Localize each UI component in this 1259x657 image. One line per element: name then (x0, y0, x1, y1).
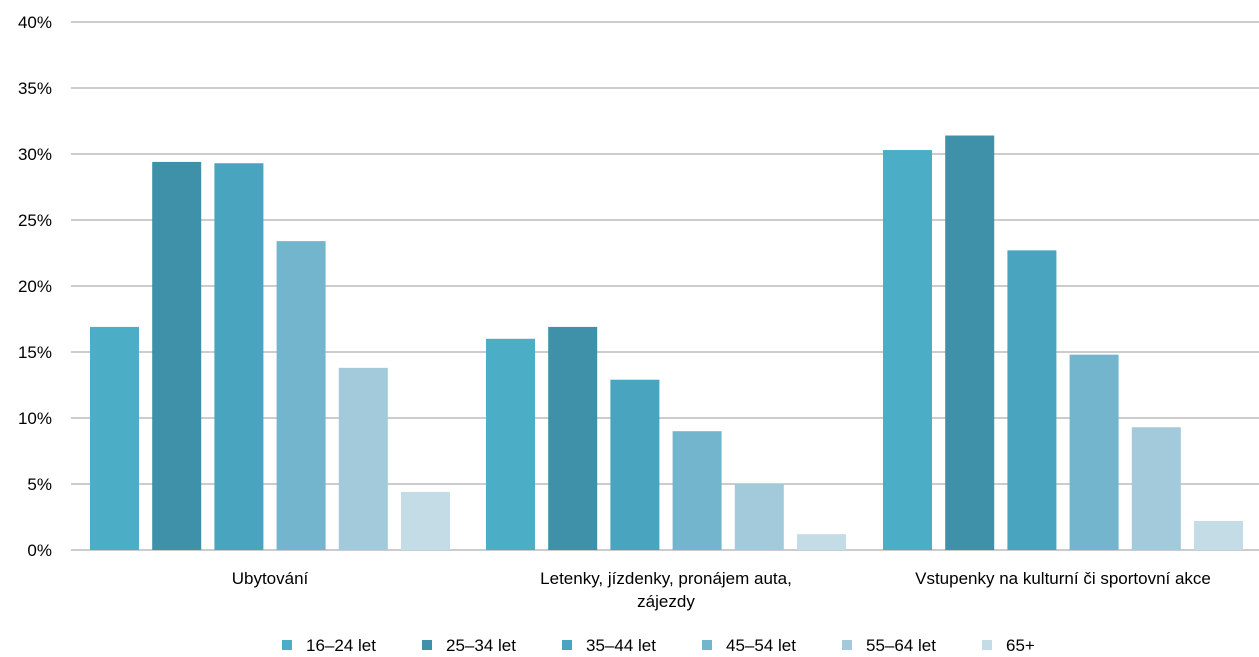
x-axis-categories: Ubytování Letenky, jízdenky, pronájem aut… (232, 569, 1211, 611)
bar (486, 338, 535, 550)
bar (797, 534, 846, 550)
bar (1069, 354, 1119, 550)
bar (1194, 520, 1243, 550)
legend-label: 25–34 let (446, 636, 516, 655)
y-tick-label: 30% (18, 145, 52, 164)
bar (672, 431, 722, 550)
bar (214, 163, 264, 551)
y-tick-label: 20% (18, 277, 52, 296)
y-tick-label: 10% (18, 409, 52, 428)
legend-swatch (982, 640, 992, 650)
x-category-label: Letenky, jízdenky, pronájem auta, (540, 569, 792, 588)
bar (883, 150, 932, 551)
y-tick-label: 35% (18, 79, 52, 98)
bar (1007, 250, 1057, 551)
x-category-label: Vstupenky na kulturní či sportovní akce (915, 569, 1211, 588)
x-category-label: Ubytování (232, 569, 309, 588)
bar (945, 135, 995, 550)
bar (90, 326, 139, 550)
bar (1131, 427, 1181, 550)
legend-label: 65+ (1006, 636, 1035, 655)
legend: 16–24 let 25–34 let 35–44 let 45–54 let 55–6… (282, 636, 1035, 655)
y-tick-label: 40% (18, 13, 52, 32)
y-tick-label: 15% (18, 343, 52, 362)
legend-swatch (562, 640, 572, 650)
legend-label: 55–64 let (866, 636, 936, 655)
bar (276, 241, 326, 550)
legend-swatch (422, 640, 432, 650)
bar (338, 367, 388, 550)
legend-swatch (842, 640, 852, 650)
legend-label: 45–54 let (726, 636, 796, 655)
y-tick-label: 5% (27, 475, 52, 494)
bar (548, 326, 598, 550)
bar (152, 161, 202, 551)
y-tick-label: 0% (27, 541, 52, 560)
bar (401, 491, 450, 550)
bar (610, 379, 660, 550)
gridlines (71, 21, 1259, 551)
legend-swatch (282, 640, 292, 650)
y-tick-label: 25% (18, 211, 52, 230)
legend-swatch (702, 640, 712, 650)
legend-label: 16–24 let (306, 636, 376, 655)
legend-label: 35–44 let (586, 636, 656, 655)
y-axis-ticks: 0% 5% 10% 15% 20% 25% 30% 35% 40% (18, 13, 52, 560)
bar (734, 484, 784, 550)
x-category-label: zájezdy (637, 592, 695, 611)
bars (90, 135, 1243, 551)
